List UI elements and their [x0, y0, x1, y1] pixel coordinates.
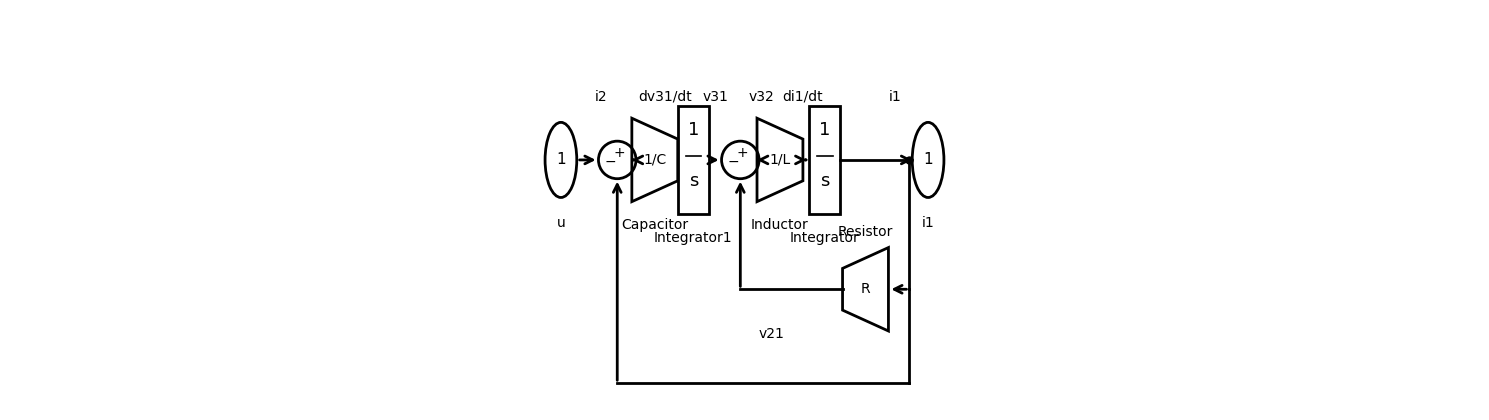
Text: dv31/dt: dv31/dt	[639, 89, 692, 104]
Text: +: +	[737, 146, 747, 160]
Text: +: +	[613, 146, 625, 160]
Text: 1/C: 1/C	[643, 153, 667, 167]
Text: v31: v31	[703, 89, 728, 104]
Text: Inductor: Inductor	[750, 218, 809, 232]
Text: Resistor: Resistor	[838, 225, 893, 239]
Text: 1/L: 1/L	[770, 153, 791, 167]
Text: v21: v21	[759, 328, 785, 341]
Text: 1: 1	[819, 121, 831, 139]
Text: Integrator1: Integrator1	[654, 231, 733, 245]
Text: di1/dt: di1/dt	[783, 89, 823, 104]
Text: 1: 1	[923, 152, 934, 168]
Text: s: s	[820, 173, 829, 190]
Text: −: −	[728, 155, 740, 169]
Text: i2: i2	[596, 89, 608, 104]
Text: v32: v32	[749, 89, 774, 104]
Text: 1: 1	[688, 121, 698, 139]
Text: 1: 1	[555, 152, 566, 168]
Text: −: −	[605, 155, 616, 169]
Text: i1: i1	[922, 216, 935, 230]
Text: u: u	[557, 216, 566, 230]
Text: Capacitor: Capacitor	[621, 218, 688, 232]
Text: i1: i1	[889, 89, 901, 104]
Text: Integrator: Integrator	[791, 231, 859, 245]
Text: s: s	[689, 173, 698, 190]
Text: R: R	[861, 282, 870, 296]
